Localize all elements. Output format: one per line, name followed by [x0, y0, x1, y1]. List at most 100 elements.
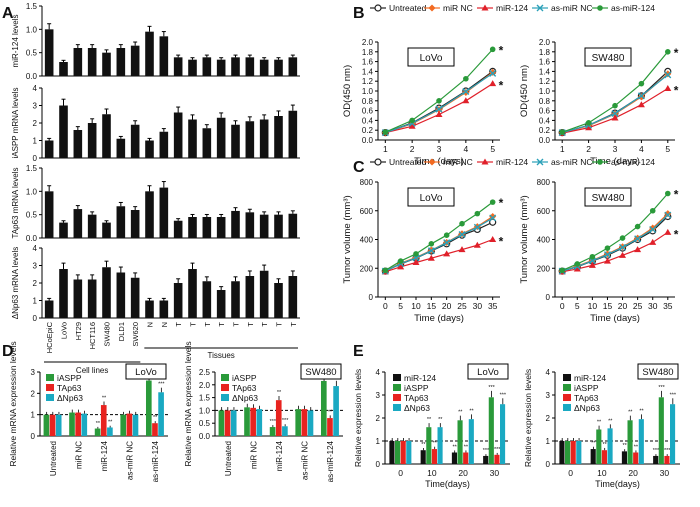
bar	[59, 269, 68, 318]
data-point	[436, 98, 442, 104]
x-tick-label: miR-124	[100, 440, 109, 471]
bar	[653, 455, 659, 464]
data-point	[489, 213, 497, 220]
panel-label-a: A	[2, 5, 14, 22]
data-point	[603, 251, 611, 259]
y-tick-label: 2.0	[362, 38, 374, 47]
bar	[570, 441, 576, 464]
bar	[202, 217, 212, 238]
bar	[132, 414, 139, 436]
bar	[275, 400, 282, 436]
bar	[44, 140, 54, 158]
legend-marker	[374, 4, 382, 12]
y-tick-label: 4	[33, 244, 38, 253]
data-point	[634, 246, 642, 253]
subplot-label-box	[407, 187, 455, 207]
bar	[627, 420, 633, 464]
y-tick-label: 0.8	[362, 97, 374, 106]
significance-mark: ***	[494, 447, 501, 453]
x-tick-label: 10	[597, 468, 607, 478]
bar	[274, 214, 283, 238]
bar	[173, 112, 183, 158]
significance-mark: **	[458, 410, 463, 416]
x-tick-label: as-miR-124	[326, 440, 335, 482]
y-tick-label: 0	[546, 293, 551, 302]
significance-mark: ***	[270, 419, 277, 425]
data-point	[428, 241, 435, 247]
x-tick-label: miR NC	[249, 441, 258, 469]
legend-swatch	[393, 384, 401, 391]
legend-marker	[428, 4, 436, 12]
bar	[224, 410, 231, 436]
y-tick-label: 400	[360, 236, 374, 245]
subplot-label-box	[125, 363, 167, 380]
subplot-label: LoVo	[420, 53, 443, 64]
data-point	[619, 235, 626, 241]
significance-mark: ***	[664, 448, 671, 454]
panel-c: Untreated miR NC miR-124 as-miR NC as-miR-12…	[342, 157, 679, 324]
significance-mark: ***	[500, 392, 507, 398]
subplot-label-box	[584, 187, 632, 207]
bar	[116, 48, 126, 76]
bar	[559, 441, 565, 464]
bar	[94, 428, 101, 436]
y-tick-label: 0.6	[539, 107, 551, 116]
y-axis-label: miR-124 levels	[11, 15, 20, 68]
y-axis-label: Relative mRNA expression levels	[8, 341, 18, 466]
y-tick-label: 1.8	[362, 48, 374, 57]
significance-mark: **	[328, 409, 333, 415]
y-tick-label: 2	[33, 279, 38, 288]
data-point	[589, 253, 596, 260]
y-tick-label: 1	[546, 437, 551, 446]
data-point	[427, 247, 435, 255]
data-point	[462, 87, 470, 95]
significance-mark: **	[453, 444, 458, 450]
x-tick-label: 1	[560, 144, 565, 154]
bar	[102, 222, 111, 238]
y-tick-label: 0.6	[362, 107, 374, 116]
legend-swatch	[393, 394, 401, 401]
x-tick-label: T	[260, 322, 269, 327]
data-point	[435, 111, 443, 118]
x-tick-label: 20	[442, 301, 452, 311]
legend-label: miR-124	[404, 373, 436, 383]
y-tick-label: 1.0	[26, 25, 38, 34]
x-tick-label: 30	[660, 468, 670, 478]
data-point	[409, 117, 415, 124]
y-tick-label: 1.2	[539, 77, 551, 86]
data-point	[573, 265, 581, 272]
significance-mark: **	[427, 417, 432, 423]
x-tick-label: 30	[473, 301, 483, 311]
bar	[173, 57, 183, 76]
bar	[426, 427, 432, 464]
bar	[173, 220, 183, 238]
bar	[274, 116, 283, 158]
x-tick-label: miR NC	[74, 441, 83, 469]
bar	[274, 283, 283, 318]
bar	[145, 31, 154, 77]
y-axis-label: iASPP mRNA levels	[11, 88, 20, 159]
legend-label: TAp63	[574, 393, 599, 403]
bar	[188, 59, 197, 76]
y-tick-label: 0.2	[362, 126, 374, 135]
bar	[596, 429, 602, 464]
bar	[288, 57, 298, 76]
legend-marker	[481, 4, 489, 11]
data-point	[412, 254, 420, 262]
data-point	[637, 101, 645, 108]
panel-label-b: B	[353, 5, 365, 22]
x-tick-label: 10	[427, 468, 437, 478]
data-point	[574, 261, 581, 267]
y-tick-label: 2.0	[199, 381, 211, 390]
y-axis-label: Relative expression levels	[523, 369, 533, 467]
bar	[301, 409, 308, 436]
bar	[231, 210, 240, 238]
y-tick-label: 600	[360, 207, 374, 216]
x-tick-label: as-miR NC	[126, 441, 135, 480]
y-tick-label: 0.0	[26, 72, 38, 81]
data-point	[585, 120, 592, 126]
subplot-label: LoVo	[477, 367, 499, 378]
y-tick-label: 1	[33, 297, 38, 306]
bar	[44, 300, 54, 318]
bar	[231, 124, 240, 158]
